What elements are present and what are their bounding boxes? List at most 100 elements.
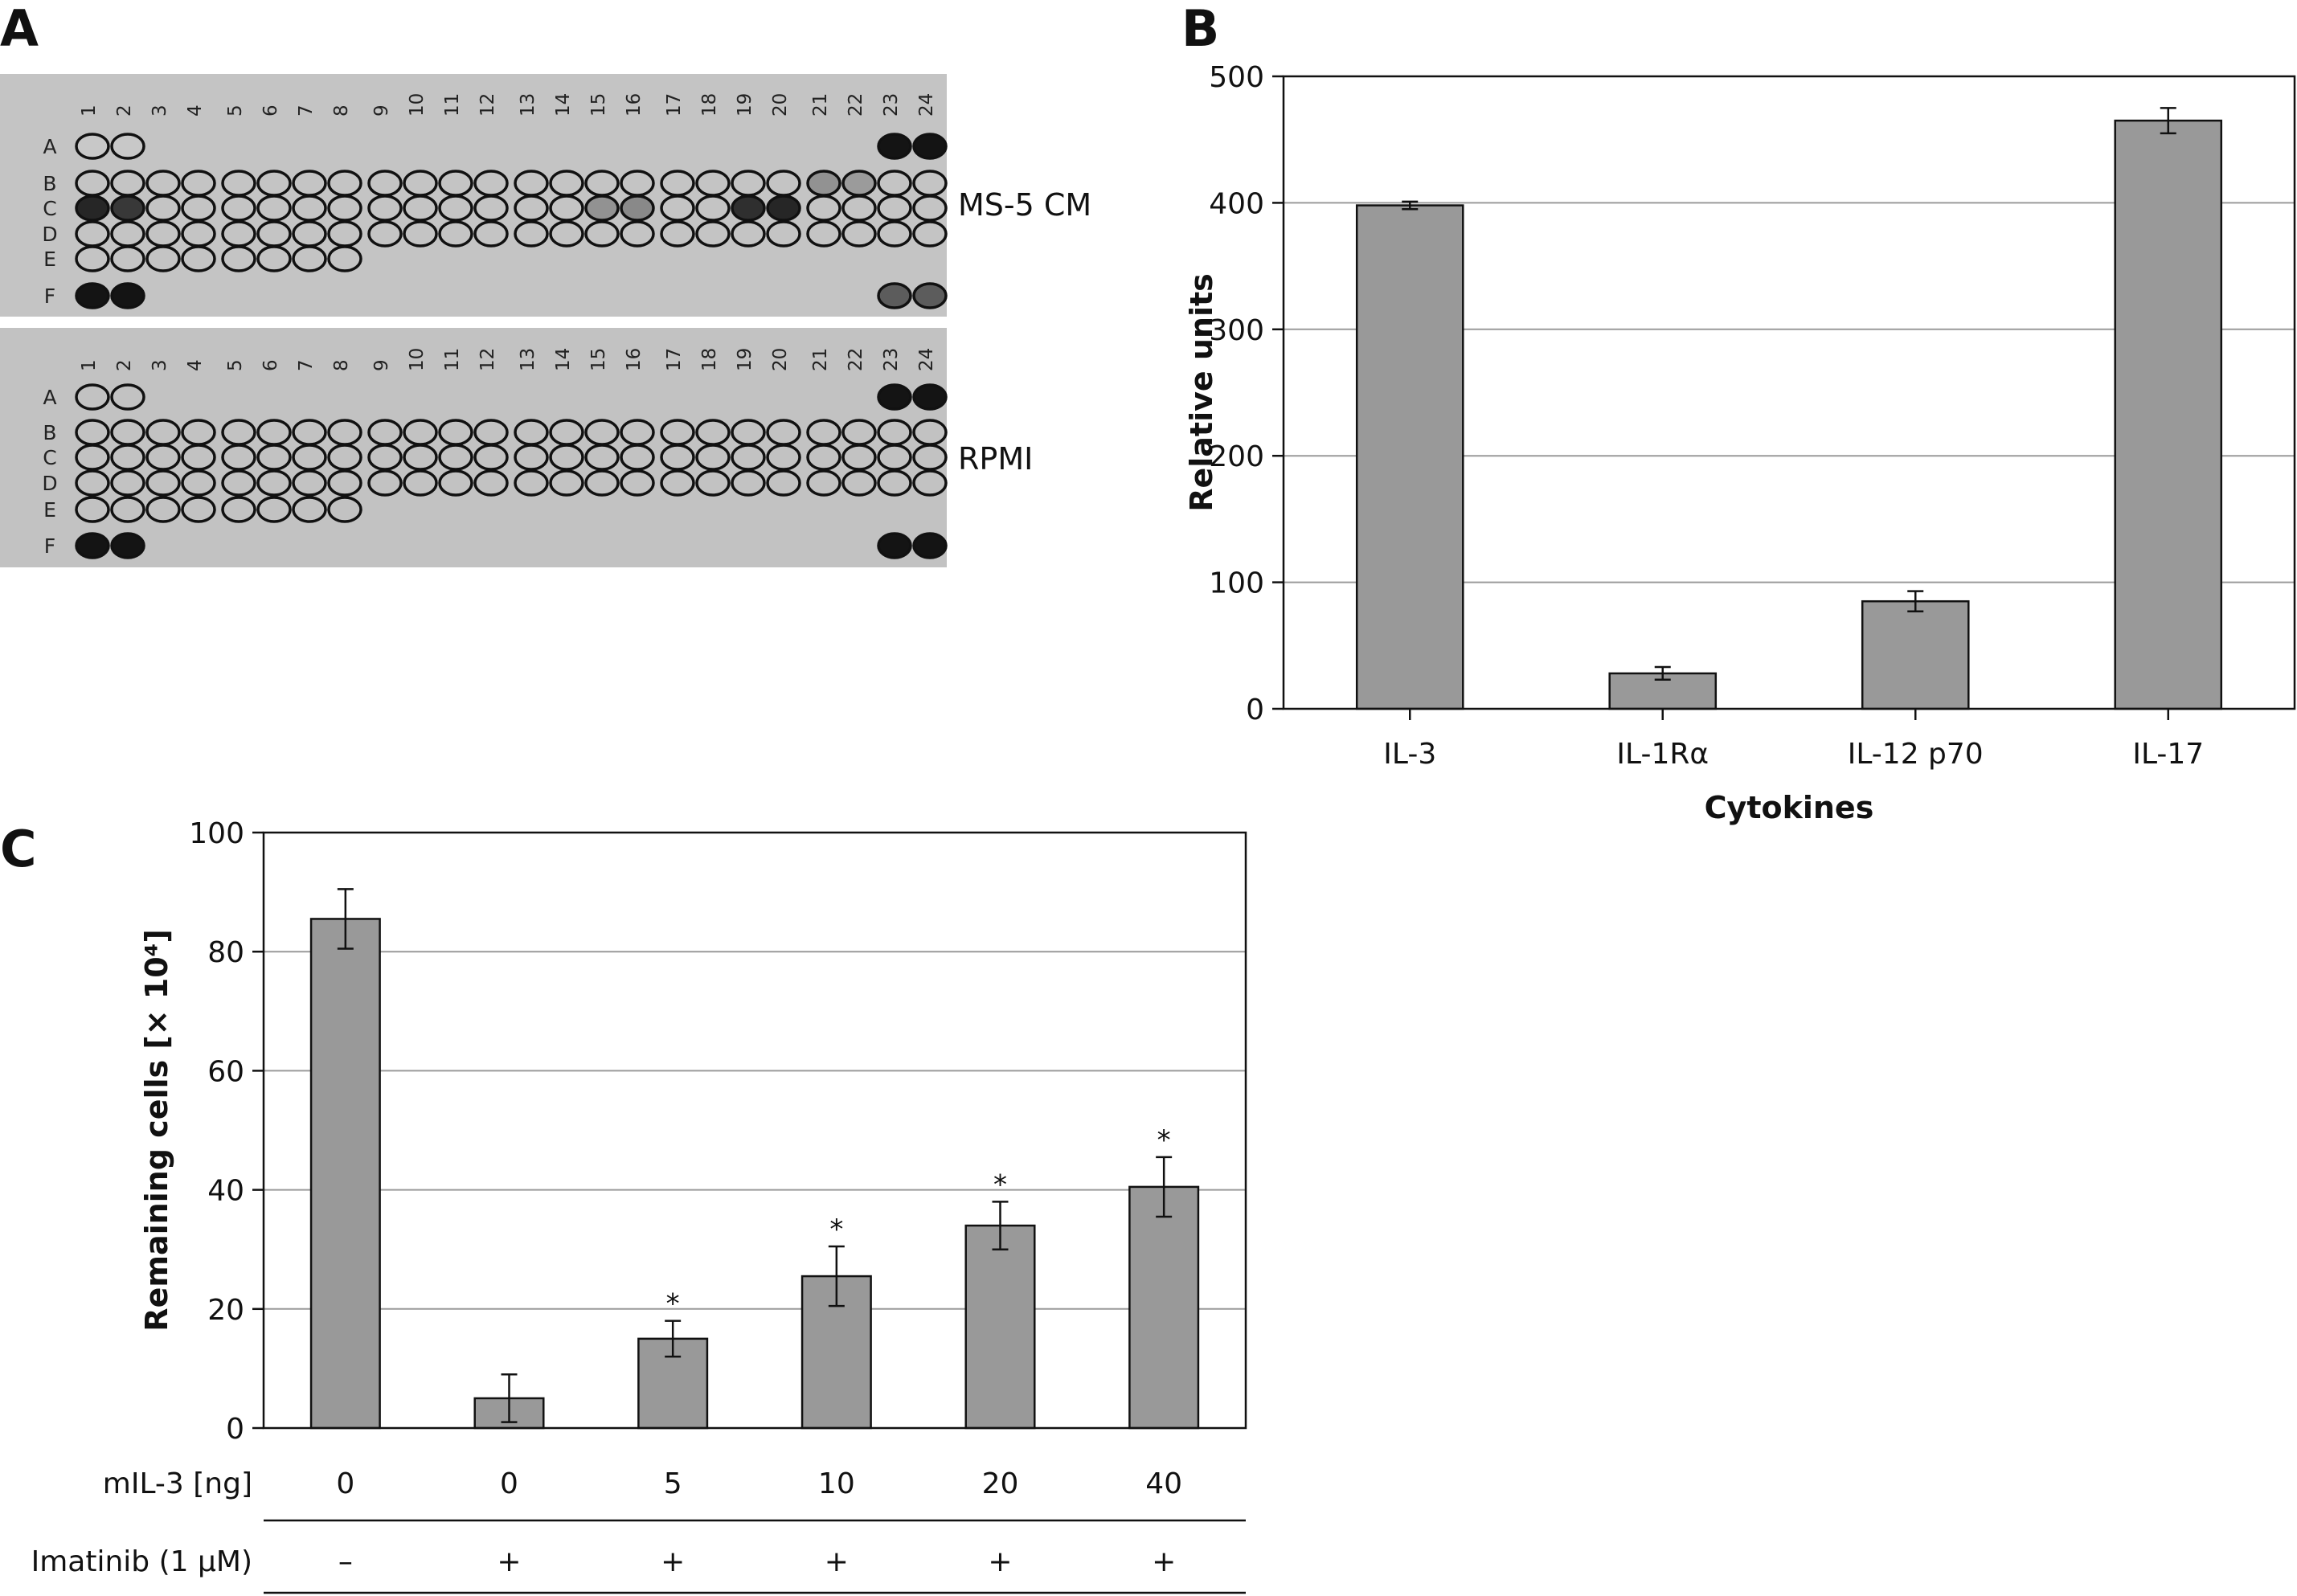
blot-spot <box>766 194 801 222</box>
blot-spot <box>912 282 948 309</box>
blot-spot <box>584 444 620 471</box>
blot-spot <box>806 170 841 197</box>
blot-spot <box>292 444 327 471</box>
x-tick-label: IL-3 <box>1383 738 1436 771</box>
blot-column-number: 12 <box>477 93 498 117</box>
table-cell: – <box>338 1545 353 1578</box>
blot-spot <box>292 496 327 523</box>
table-cell: + <box>825 1545 849 1578</box>
blot-spot <box>473 194 509 222</box>
blot-column-number: 6 <box>260 104 281 117</box>
blot-column-number: 1 <box>79 104 100 117</box>
blot-spot <box>75 496 110 523</box>
blot-membrane-rpmi <box>0 328 947 567</box>
blot-spot <box>660 469 695 497</box>
blot-spot <box>110 282 145 309</box>
blot-spot <box>912 532 948 559</box>
blot-column-number: 14 <box>553 348 574 371</box>
blot-column-number: 18 <box>699 348 720 371</box>
blot-row-letter: C <box>43 446 56 469</box>
blot-column-number: 2 <box>114 359 135 371</box>
blot-spot <box>327 496 362 523</box>
blot-spot <box>75 532 110 559</box>
blot-spot <box>695 194 731 222</box>
blot-column-number: 20 <box>770 348 791 371</box>
blot-label-ms5cm: MS-5 CM <box>958 187 1091 223</box>
blot-column-number: 10 <box>407 93 428 117</box>
blot-spot <box>695 444 731 471</box>
blot-spot <box>695 220 731 248</box>
y-tick-label: 40 <box>207 1175 244 1208</box>
blot-spot <box>181 444 216 471</box>
blot-spot <box>912 444 948 471</box>
blot-spot <box>327 245 362 272</box>
blot-column-number: 9 <box>371 359 392 371</box>
blot-row-letter: F <box>44 284 55 308</box>
blot-spot <box>877 444 912 471</box>
blot-spot <box>514 444 549 471</box>
blot-spot <box>549 469 584 497</box>
bar <box>1355 204 1464 710</box>
blot-spot <box>549 194 584 222</box>
blot-spot <box>221 245 256 272</box>
blot-spot <box>660 194 695 222</box>
blot-spot <box>403 469 438 497</box>
y-axis-title: Relative units <box>1184 273 1219 512</box>
blot-column-number: 5 <box>225 104 246 117</box>
blot-spot <box>841 170 877 197</box>
y-tick-label: 60 <box>207 1055 244 1088</box>
blot-spot <box>912 220 948 248</box>
blot-column-number: 11 <box>442 93 463 117</box>
blot-spot <box>145 496 181 523</box>
blot-spot <box>912 469 948 497</box>
bar <box>1128 1185 1200 1430</box>
blot-spot <box>877 282 912 309</box>
blot-spot <box>403 220 438 248</box>
blot-column-number: 19 <box>735 348 755 371</box>
blot-column-number: 18 <box>699 93 720 117</box>
blot-spot <box>75 383 110 411</box>
blot-spot <box>75 444 110 471</box>
protein-array-blots: MS-5 CM RPMI 1 2 3 4 5 6 7 8 9 10 11 12 13 14 15 16 17 18… <box>0 74 1091 567</box>
blot-spot <box>806 444 841 471</box>
plot-frame <box>262 831 1247 1430</box>
blot-spot <box>327 194 362 222</box>
blot-spot <box>584 469 620 497</box>
blot-column-number: 21 <box>810 93 831 117</box>
blot-spot <box>110 469 145 497</box>
y-tick-label: 100 <box>189 817 244 850</box>
table-cell: + <box>1152 1545 1176 1578</box>
blot-column-number: 16 <box>624 348 645 371</box>
blot-spot <box>806 469 841 497</box>
table-cell: 20 <box>982 1467 1019 1500</box>
blot-spot <box>181 245 216 272</box>
y-tick-label: 0 <box>226 1413 244 1446</box>
blot-spot <box>695 469 731 497</box>
blot-spot <box>473 220 509 248</box>
y-axis-title: Remaining cells [× 10⁴] <box>139 929 174 1331</box>
blot-row-letter: B <box>43 172 56 195</box>
blot-column-number: 22 <box>846 348 866 371</box>
blot-spot <box>75 133 110 160</box>
blot-label-rpmi: RPMI <box>958 441 1033 477</box>
blot-spot <box>110 133 145 160</box>
blot-spot <box>110 383 145 411</box>
blot-spot <box>584 220 620 248</box>
blot-spot <box>256 496 292 523</box>
blot-column-number: 2 <box>114 104 135 117</box>
y-tick-label: 100 <box>1209 567 1264 600</box>
blot-spot <box>181 469 216 497</box>
y-tick-label: 200 <box>1209 440 1264 473</box>
significance-marker: * <box>993 1168 1007 1201</box>
blot-column-number: 15 <box>588 348 609 371</box>
y-tick-label: 300 <box>1209 314 1264 347</box>
blot-spot <box>75 282 110 309</box>
blot-column-number: 24 <box>916 348 937 371</box>
blot-spot <box>731 469 766 497</box>
blot-spot <box>110 532 145 559</box>
blot-spot <box>75 194 110 222</box>
blot-column-number: 15 <box>588 93 609 117</box>
blot-spot <box>403 444 438 471</box>
blot-column-number: 21 <box>810 348 831 371</box>
